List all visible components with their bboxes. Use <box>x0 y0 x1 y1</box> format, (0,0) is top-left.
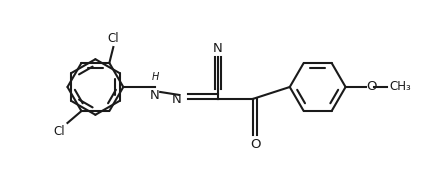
Text: Cl: Cl <box>107 32 119 45</box>
Text: N: N <box>171 93 181 106</box>
Text: O: O <box>366 81 376 93</box>
Text: Cl: Cl <box>54 125 65 138</box>
Text: N: N <box>149 89 159 102</box>
Text: O: O <box>249 138 260 151</box>
Text: H: H <box>151 72 159 82</box>
Text: N: N <box>212 42 222 55</box>
Text: CH₃: CH₃ <box>389 81 410 93</box>
